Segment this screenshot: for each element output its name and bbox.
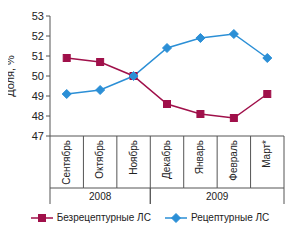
- svg-text:Октябрь: Октябрь: [94, 140, 105, 179]
- svg-text:Ноябрь: Ноябрь: [128, 140, 139, 175]
- svg-text:48: 48: [32, 110, 44, 122]
- svg-text:50: 50: [32, 70, 44, 82]
- html-text:Безрецептурные ЛС: Безрецептурные ЛС: [56, 212, 151, 223]
- html-text:Рецептурные ЛС: Рецептурные ЛС: [190, 212, 270, 223]
- svg-text:47: 47: [32, 130, 44, 142]
- svg-text:49: 49: [32, 90, 44, 102]
- svg-text:Март*: Март*: [261, 140, 272, 168]
- svg-text:53: 53: [32, 10, 44, 22]
- svg-text:52: 52: [32, 30, 44, 42]
- svg-text:Доля, %: Доля, %: [8, 55, 16, 97]
- svg-text:2009: 2009: [206, 191, 229, 202]
- svg-text:51: 51: [32, 50, 44, 62]
- svg-text:Декабрь: Декабрь: [161, 140, 172, 179]
- svg-text:Январь: Январь: [194, 140, 205, 174]
- svg-text:2008: 2008: [89, 191, 112, 202]
- svg-text:Сентябрь: Сентябрь: [61, 140, 72, 185]
- svg-text:Февраль: Февраль: [228, 140, 239, 181]
